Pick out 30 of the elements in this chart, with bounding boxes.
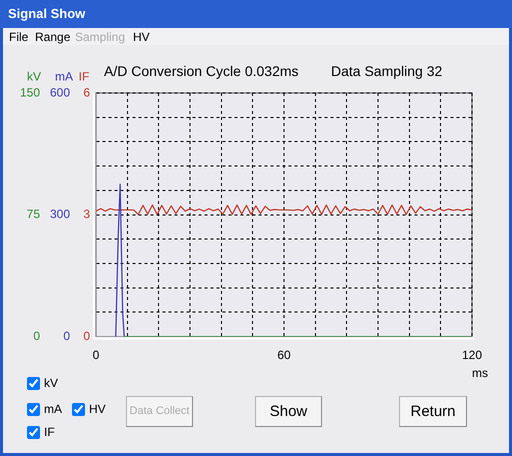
y2-tick-label: 300 — [50, 207, 70, 222]
text: Show — [255, 396, 322, 427]
text: HV — [133, 30, 150, 44]
y2-tick-label: 600 — [50, 85, 70, 100]
text: kV — [43, 376, 58, 390]
y3-tick-label: 6 — [83, 85, 90, 100]
text: Sampling — [75, 30, 126, 44]
chart-title: A/D Conversion Cycle 0.032ms — [104, 62, 299, 79]
y3-tick-label: 3 — [83, 207, 90, 222]
text: Return — [399, 396, 467, 427]
text: File — [9, 30, 28, 44]
y3-tick-label: 0 — [83, 328, 90, 343]
text: IF — [43, 425, 55, 439]
x-tick-label: 0 — [92, 348, 100, 362]
x-tick-label: 120 — [462, 348, 482, 362]
y-tick-label: 0 — [33, 328, 40, 343]
y-tick-label: 150 — [20, 85, 40, 100]
text: Range — [35, 30, 70, 44]
y2-axis-title: mA — [55, 69, 73, 84]
text: Signal Show — [8, 6, 86, 21]
text: Data Collect — [126, 396, 193, 427]
chart-subtitle: Data Sampling 32 — [331, 62, 443, 79]
y2-tick-label: 0 — [63, 328, 70, 343]
text: HV — [88, 402, 106, 416]
y3-axis-title: IF — [78, 69, 90, 84]
x-tick-label: 60 — [277, 348, 291, 362]
text: mA — [43, 402, 62, 416]
y-tick-label: 75 — [26, 207, 40, 222]
x-axis-title: ms — [472, 366, 488, 380]
y-axis-title: kV — [26, 69, 42, 84]
